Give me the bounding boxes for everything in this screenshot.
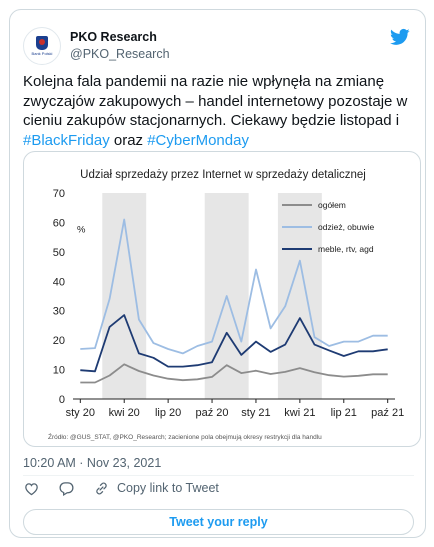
chart-image[interactable]: Udział sprzedaży przez Internet w sprzed… bbox=[23, 151, 421, 447]
avatar[interactable]: Bank Polski bbox=[23, 27, 61, 65]
link-icon bbox=[96, 482, 107, 494]
x-tick-label: paź 21 bbox=[371, 407, 404, 419]
hashtag-blackfriday-link[interactable]: #BlackFriday bbox=[23, 131, 110, 149]
x-tick-label: sty 21 bbox=[241, 407, 270, 419]
tweet-text: Kolejna fala pandemii na razie nie wpłyn… bbox=[23, 72, 418, 150]
y-tick-label: 40 bbox=[53, 276, 65, 288]
x-tick-label: lip 21 bbox=[331, 407, 357, 419]
y-tick-label: 10 bbox=[53, 365, 65, 377]
series-line-1 bbox=[80, 363, 388, 384]
copy-link-button[interactable]: Copy link to Tweet bbox=[93, 480, 219, 497]
x-tick-label: lip 20 bbox=[155, 407, 181, 419]
chart-title: Udział sprzedaży przez Internet w sprzed… bbox=[80, 169, 366, 181]
reply-action-button[interactable] bbox=[58, 480, 75, 497]
heart-icon bbox=[25, 482, 38, 495]
action-bar: Copy link to Tweet bbox=[23, 476, 237, 500]
series-line-3 bbox=[80, 314, 388, 373]
series-line-2 bbox=[80, 218, 388, 355]
y-tick-label: 0 bbox=[59, 394, 65, 406]
y-tick-label: 60 bbox=[53, 217, 65, 229]
legend-label: ogółem bbox=[318, 200, 346, 210]
legend-label: meble, rtv, agd bbox=[318, 244, 374, 254]
x-tick-label: kwi 20 bbox=[109, 407, 140, 419]
user-name[interactable]: PKO Research bbox=[70, 30, 157, 44]
divider bbox=[23, 475, 414, 476]
line-chart: Udział sprzedaży przez Internet w sprzed… bbox=[48, 169, 404, 441]
tweet-card: Bank Polski PKO Research @PKO_Research K… bbox=[9, 9, 426, 538]
tweet-text-part: Kolejna fala pandemii na razie nie wpłyn… bbox=[23, 73, 408, 129]
y-tick-label: 50 bbox=[53, 247, 65, 259]
like-button[interactable] bbox=[23, 480, 40, 497]
y-tick-label: 20 bbox=[53, 335, 65, 347]
avatar-logo-text: Bank Polski bbox=[31, 51, 53, 56]
user-handle[interactable]: @PKO_Research bbox=[70, 47, 170, 61]
comment-icon bbox=[59, 481, 74, 496]
tweet-reply-button[interactable]: Tweet your reply bbox=[23, 509, 414, 535]
tweet-timestamp[interactable]: 10:20 AM · Nov 23, 2021 bbox=[23, 456, 162, 470]
tweet-text-part: oraz bbox=[109, 131, 148, 149]
chart-source-note: Źródło: @GUS_STAT, @PKO_Research; zacien… bbox=[48, 432, 322, 441]
x-tick-label: sty 20 bbox=[66, 407, 95, 419]
legend-label: odzież, obuwie bbox=[318, 222, 375, 232]
copy-link-label: Copy link to Tweet bbox=[117, 481, 219, 495]
y-tick-label: 30 bbox=[53, 306, 65, 318]
x-tick-label: paź 20 bbox=[196, 407, 229, 419]
hashtag-cybermonday-link[interactable]: #CyberMonday bbox=[147, 131, 249, 149]
twitter-bird-icon[interactable] bbox=[390, 27, 410, 47]
x-tick-label: kwi 21 bbox=[284, 407, 315, 419]
y-tick-label: 70 bbox=[53, 188, 65, 200]
pko-logo-icon bbox=[36, 36, 48, 50]
y-unit-label: % bbox=[77, 224, 86, 235]
